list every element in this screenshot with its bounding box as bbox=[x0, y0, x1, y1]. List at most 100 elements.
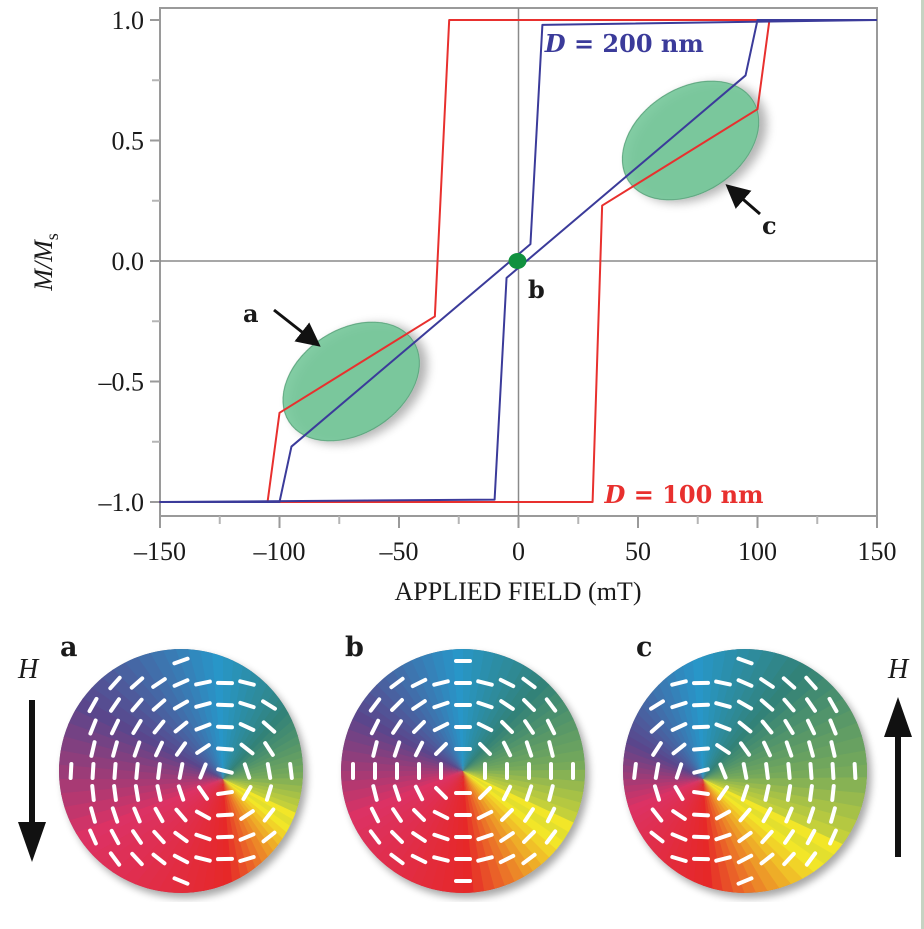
magnetization-arrow bbox=[130, 697, 144, 713]
magnetization-arrow bbox=[830, 784, 836, 802]
color-wedge bbox=[703, 774, 867, 814]
color-wedge bbox=[463, 649, 585, 771]
color-wedge bbox=[59, 779, 223, 893]
magnetization-arrow bbox=[545, 806, 557, 824]
y-tick-label: –0.5 bbox=[98, 368, 145, 397]
magnetization-arrow bbox=[89, 740, 97, 758]
magnetization-arrow bbox=[500, 808, 514, 822]
magnetization-arrow bbox=[261, 720, 277, 734]
color-wedge bbox=[59, 779, 223, 893]
color-wedge bbox=[698, 649, 738, 779]
magnetization-arrow bbox=[131, 719, 143, 735]
magnetization-arrow bbox=[476, 700, 494, 710]
magnetization-arrow bbox=[524, 740, 534, 758]
color-wedge bbox=[463, 771, 585, 841]
y-tick-label: 0.0 bbox=[112, 247, 145, 276]
magnetization-arrow bbox=[521, 676, 537, 690]
magnetization-arrow bbox=[499, 831, 515, 843]
magnetization-arrow bbox=[174, 807, 188, 823]
color-wedge bbox=[463, 771, 585, 893]
label-value: = 100 nm bbox=[625, 480, 763, 509]
color-wedge bbox=[703, 649, 867, 779]
magnetization-arrow bbox=[87, 696, 99, 714]
color-wedge bbox=[341, 667, 463, 771]
magnetization-arrow bbox=[714, 855, 732, 863]
magnetization-arrow bbox=[239, 809, 255, 821]
color-wedge bbox=[341, 771, 463, 893]
color-wedge bbox=[458, 649, 498, 771]
magnetization-arrow bbox=[369, 806, 381, 824]
magnetization-arrow bbox=[547, 784, 555, 802]
magnetization-arrow bbox=[782, 697, 796, 713]
x-axis-title: APPLIED FIELD (mT) bbox=[395, 577, 642, 606]
color-wedge bbox=[341, 771, 463, 893]
magnetization-arrow bbox=[522, 698, 536, 712]
magnetization-arrow bbox=[111, 740, 119, 758]
magnetization-arrow bbox=[152, 829, 166, 845]
y-tick-label: 0.5 bbox=[112, 127, 145, 156]
magnetization-arrow bbox=[544, 697, 558, 713]
color-wedge bbox=[86, 779, 223, 893]
magnetization-arrow bbox=[476, 721, 494, 733]
right-edge-strip bbox=[921, 0, 924, 929]
color-wedge bbox=[341, 649, 463, 771]
magnetization-arrow bbox=[176, 784, 186, 802]
color-wedge bbox=[463, 649, 533, 771]
color-wedge bbox=[703, 649, 867, 779]
color-wedge bbox=[59, 779, 223, 893]
magnetization-arrow bbox=[650, 807, 664, 823]
color-wedge bbox=[341, 649, 463, 771]
magnetization-arrow bbox=[238, 854, 256, 864]
magnetization-arrow bbox=[760, 719, 774, 735]
magnetization-arrow bbox=[736, 876, 754, 886]
magnetization-arrow bbox=[368, 697, 382, 713]
magnetization-arrow bbox=[369, 718, 381, 736]
magnetization-arrow bbox=[288, 762, 294, 780]
magnetization-arrow bbox=[759, 852, 775, 866]
color-wedge bbox=[341, 649, 463, 771]
magnetization-arrow bbox=[392, 740, 402, 758]
magnetization-arrow bbox=[90, 762, 96, 780]
magnetization-arrow bbox=[524, 784, 534, 802]
magnetization-arrow bbox=[262, 807, 276, 823]
field-label-left: H bbox=[18, 654, 39, 685]
magnetization-arrow bbox=[172, 876, 190, 886]
magnetization-arrow bbox=[88, 828, 98, 846]
magnetization-arrow bbox=[714, 701, 732, 709]
color-wedge bbox=[703, 779, 867, 893]
color-wedge bbox=[223, 649, 303, 779]
magnetization-arrow bbox=[108, 851, 122, 867]
magnetization-arrow bbox=[805, 828, 817, 846]
color-wedge bbox=[463, 649, 585, 771]
callout-arrow-c bbox=[725, 184, 761, 216]
magnetization-arrow bbox=[261, 830, 277, 844]
x-tick-label: –150 bbox=[133, 537, 186, 566]
magnetization-arrow bbox=[714, 722, 732, 732]
callout-arrow-a bbox=[273, 308, 321, 347]
magnetization-arrow bbox=[112, 762, 118, 780]
magnetization-arrow bbox=[390, 830, 404, 844]
color-wedge bbox=[623, 649, 703, 779]
magnetization-arrow bbox=[498, 677, 516, 689]
magnetization-arrow bbox=[649, 720, 665, 734]
color-wedge bbox=[463, 649, 585, 771]
color-wedge bbox=[463, 649, 585, 771]
color-wedge bbox=[463, 771, 585, 875]
color-wedge bbox=[341, 771, 463, 893]
magnetization-arrow bbox=[89, 806, 97, 824]
magnetization-arrow bbox=[736, 853, 754, 865]
color-wedge bbox=[59, 779, 223, 893]
magnetization-arrow bbox=[673, 784, 685, 802]
color-wedge bbox=[703, 779, 867, 893]
color-wedge bbox=[59, 649, 223, 779]
magnetization-arrow bbox=[411, 831, 427, 843]
magnetization-arrow bbox=[194, 701, 212, 709]
color-wedge bbox=[463, 771, 585, 893]
magnetization-arrow bbox=[412, 720, 426, 734]
color-wedge bbox=[59, 675, 223, 779]
magnetization-arrow bbox=[132, 806, 142, 824]
magnetization-arrow bbox=[651, 741, 663, 757]
magnetization-arrow bbox=[261, 699, 277, 711]
color-wedge bbox=[463, 649, 585, 771]
magnetization-arrow bbox=[238, 700, 256, 710]
